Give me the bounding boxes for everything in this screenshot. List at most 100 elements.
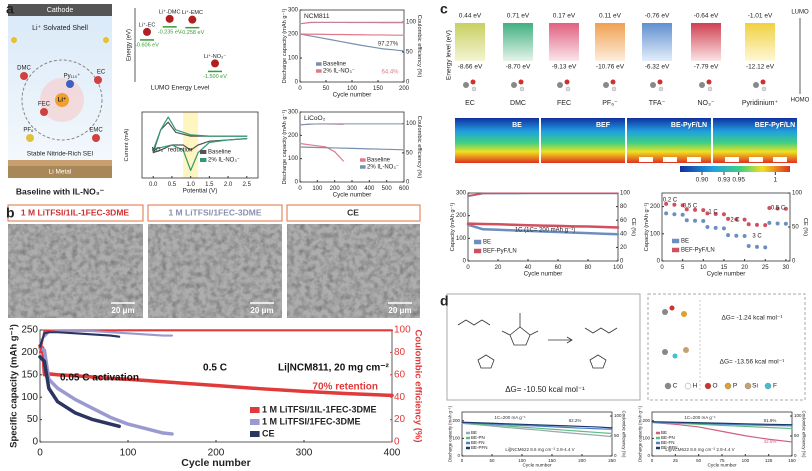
reaction-scheme: [457, 300, 701, 390]
legend-label: Baseline: [367, 158, 391, 164]
legend-swatch: [656, 436, 660, 440]
y-axis-label: Discharge capacity (mAh g⁻¹): [447, 405, 452, 462]
annotation: 91.9%: [764, 418, 777, 423]
y-tick-label: 200: [288, 32, 299, 38]
bond: [457, 319, 491, 326]
homo-label: -12.12 eV: [746, 64, 775, 71]
x-tick-label: 100: [347, 86, 358, 92]
atom-legend-dot: [744, 382, 752, 390]
annotation: 1C=200 mA g⁻¹: [684, 415, 716, 420]
x-tick-label: 0: [660, 265, 664, 271]
x-tick-label: 600: [399, 186, 410, 192]
x-tick-label: 100: [742, 458, 750, 463]
data-point: [775, 221, 780, 226]
data-point: [726, 216, 731, 221]
energy-band: [642, 23, 672, 61]
series-line: [461, 421, 613, 430]
series-line: [299, 33, 405, 36]
annotation: 2 C: [730, 218, 740, 224]
x-tick-label: 5: [681, 265, 685, 271]
molecule-icon: [188, 15, 197, 24]
legend-swatch: [672, 238, 680, 244]
sem-texture: [8, 224, 143, 318]
y-tick-label: 0: [295, 180, 299, 186]
data-point: [742, 233, 747, 238]
cathode-bar: [8, 4, 112, 16]
level-value: -1.500 eV: [203, 74, 227, 80]
axis-label: Energy level (eV): [446, 30, 453, 80]
colorbar-label: 0.95: [732, 177, 745, 184]
x-tick-label: 200: [330, 186, 341, 192]
data-point: [767, 205, 772, 210]
energy-band: [549, 23, 579, 61]
x-tick-label: 500: [382, 186, 393, 192]
y2-tick-label: 20: [620, 245, 627, 251]
level-name: Li⁺-EC: [139, 21, 156, 28]
legend-label: 2% IL-NO₃⁻: [208, 158, 240, 164]
molecule: [92, 134, 100, 142]
homo-label: -7.79 eV: [694, 64, 719, 71]
x-tick-label: 2.0: [224, 182, 233, 188]
panel-label: a: [6, 1, 14, 17]
panel-label: b: [6, 205, 15, 221]
annotation: 3 C: [752, 234, 762, 240]
legend-label: 2% IL-NO₃⁻: [323, 69, 355, 75]
atom: [681, 311, 687, 317]
data-point: [783, 206, 788, 211]
y2-tick-label: 100: [792, 191, 803, 197]
series-line: [651, 421, 793, 443]
y-axis-label: Discharge capacity (mAh g⁻¹): [282, 9, 288, 84]
data-point: [672, 202, 677, 207]
energy-band: [745, 23, 775, 61]
y2-tick-label: 60: [620, 218, 627, 224]
y-tick-label: 300: [288, 110, 299, 116]
molecule: [103, 37, 109, 43]
y-tick-label: 100: [288, 156, 299, 162]
x-tick-label: 200: [208, 448, 225, 459]
molecule-label: PF₆⁻: [23, 128, 36, 134]
y2-tick-label: 100: [620, 191, 631, 197]
energy-band: [595, 23, 625, 61]
molecule-icon: [519, 86, 525, 92]
series-line: [38, 355, 121, 429]
x-tick-label: 0: [461, 458, 464, 463]
sem-title-box: [286, 204, 421, 222]
data-point: [701, 208, 706, 213]
heatmap-label: BE-PyF/LN: [671, 122, 707, 129]
molecule-icon: [603, 82, 609, 88]
y-tick-label: 100: [288, 56, 299, 62]
homo-label: -8.66 eV: [458, 64, 483, 71]
anode-label: Li Metal: [49, 169, 72, 176]
heatmap-panel: [455, 118, 539, 163]
y-tick-label: 200: [456, 213, 467, 219]
x-tick-label: 200: [578, 458, 586, 463]
energy-band: [503, 23, 533, 61]
x-tick-label: 50: [696, 458, 702, 463]
bond: [584, 327, 618, 334]
annotation: 1C=200 mA g⁻¹: [494, 415, 526, 420]
legend-label: BEF-PyF/LN: [681, 248, 715, 254]
x-tick-label: 15: [721, 265, 728, 271]
data-point: [684, 207, 689, 212]
y-axis-label: Discharge capacity (mAh g⁻¹): [282, 110, 288, 185]
y2-tick-label: 100: [394, 325, 411, 336]
molecules: [11, 37, 109, 142]
y2-axis-label: Coulombic efficiency (%): [416, 116, 422, 179]
y2-tick-label: 50: [406, 150, 413, 156]
y-axis-label: Current (mA): [124, 128, 130, 161]
legend-swatch: [250, 407, 260, 413]
legend-swatch: [466, 431, 470, 435]
molecule-label: DMC: [17, 66, 31, 72]
x-tick-label: 100: [120, 448, 137, 459]
legend-swatch: [466, 446, 470, 450]
x-tick-label: 10: [700, 265, 707, 271]
data-point: [767, 220, 772, 225]
scale-label: 20 μm: [111, 306, 134, 315]
data-point: [763, 223, 768, 228]
legend-swatch: [466, 436, 470, 440]
data-point: [734, 217, 739, 222]
x-tick-label: 80: [585, 265, 592, 271]
solvation-shell: [21, 59, 103, 141]
atom-label: P: [733, 383, 737, 390]
